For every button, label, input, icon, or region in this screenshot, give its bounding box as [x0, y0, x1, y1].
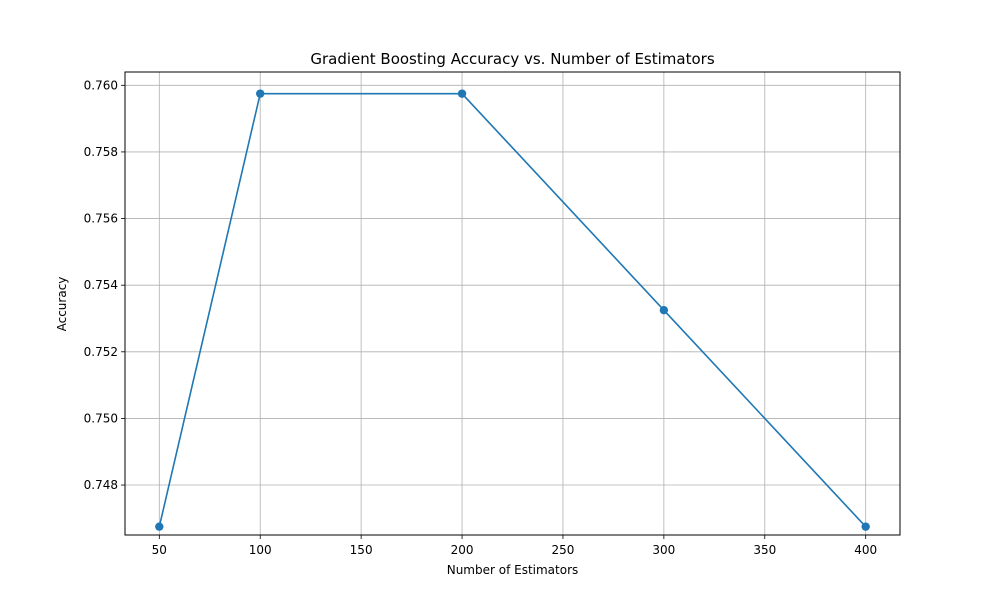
series-layer	[155, 89, 870, 531]
grid	[125, 72, 900, 535]
x-tick-label: 50	[152, 543, 167, 557]
data-point	[256, 89, 265, 98]
y-tick-label: 0.750	[84, 411, 118, 425]
y-tick-label: 0.758	[84, 145, 118, 159]
y-axis-label: Accuracy	[55, 277, 69, 332]
series-line	[158, 92, 867, 528]
x-tick-label: 350	[753, 543, 776, 557]
x-tick-label: 250	[552, 543, 575, 557]
x-tick-label: 300	[652, 543, 675, 557]
y-tick-label: 0.760	[84, 78, 118, 92]
y-tick-label: 0.748	[84, 478, 118, 492]
x-tick-label: 100	[249, 543, 272, 557]
x-axis-label: Number of Estimators	[447, 563, 579, 577]
y-tick-label: 0.756	[84, 212, 118, 226]
data-point	[155, 522, 164, 531]
x-tick-label: 200	[451, 543, 474, 557]
y-tick-label: 0.752	[84, 345, 118, 359]
data-point	[861, 522, 870, 531]
y-tick-label: 0.754	[84, 278, 118, 292]
plot-frame	[124, 71, 901, 536]
data-point	[457, 89, 467, 98]
data-point	[659, 305, 669, 315]
chart-title: Gradient Boosting Accuracy vs. Number of…	[310, 50, 714, 68]
x-tick-label: 400	[854, 543, 877, 557]
ticks: 50 100 150 200 250 300 350 400 0.748 0.750 0.752 0.…	[84, 78, 878, 557]
x-tick-label: 150	[350, 543, 373, 557]
